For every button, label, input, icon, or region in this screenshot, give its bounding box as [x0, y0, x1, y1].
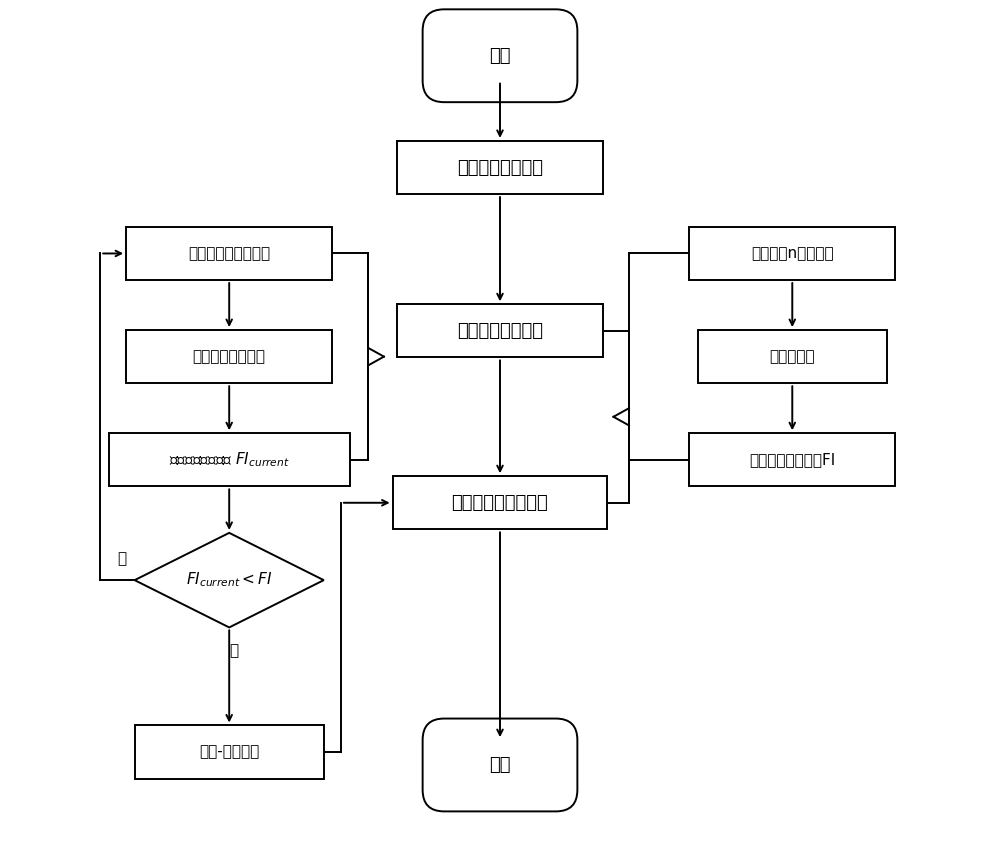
- Text: 结束: 结束: [489, 756, 511, 774]
- Text: 否: 否: [229, 643, 238, 658]
- Text: 全自动或半自动生产: 全自动或半自动生产: [188, 246, 270, 261]
- Bar: [397, 304, 603, 358]
- Text: 计算制品填充指数FI: 计算制品填充指数FI: [749, 452, 835, 467]
- Bar: [689, 227, 895, 280]
- Text: 注射信号采集准备: 注射信号采集准备: [457, 159, 543, 176]
- Bar: [135, 726, 324, 779]
- FancyBboxPatch shape: [423, 10, 577, 102]
- Text: 计算当前充填指数 $FI_{current}$: 计算当前充填指数 $FI_{current}$: [169, 450, 290, 469]
- Text: 是: 是: [117, 551, 126, 566]
- Polygon shape: [135, 533, 324, 628]
- Text: $FI_{current} < FI$: $FI_{current} < FI$: [186, 571, 272, 589]
- Text: 开始: 开始: [489, 47, 511, 65]
- Text: 实施采集注射信息: 实施采集注射信息: [193, 349, 266, 365]
- Bar: [698, 330, 887, 384]
- Bar: [689, 433, 895, 486]
- Text: 确定制品充填指数: 确定制品充填指数: [457, 322, 543, 340]
- Bar: [109, 433, 350, 486]
- Text: 确定开始点: 确定开始点: [769, 349, 815, 365]
- FancyBboxPatch shape: [423, 719, 577, 812]
- Text: 动态调整保压切换点: 动态调整保压切换点: [452, 494, 548, 512]
- Text: 速度-压力切换: 速度-压力切换: [199, 745, 259, 760]
- Bar: [126, 227, 332, 280]
- Bar: [397, 141, 603, 194]
- Bar: [126, 330, 332, 384]
- Bar: [393, 477, 607, 529]
- Text: 成功生产n模次产品: 成功生产n模次产品: [751, 246, 834, 261]
